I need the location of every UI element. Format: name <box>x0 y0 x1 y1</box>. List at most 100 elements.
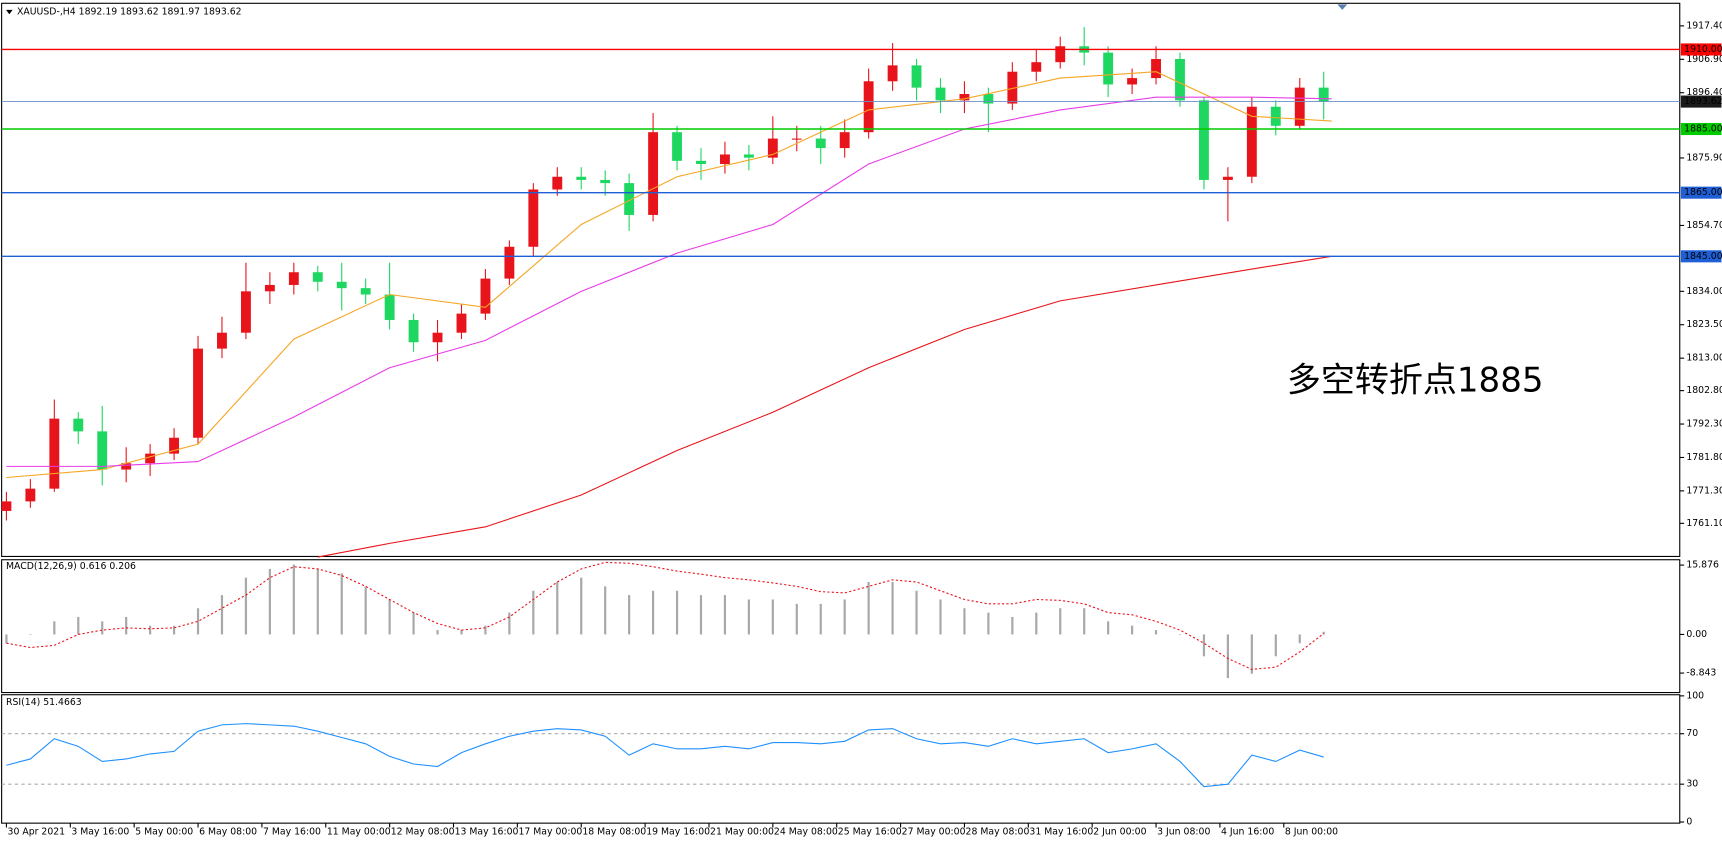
shift-marker <box>1337 4 1348 10</box>
candle-body <box>743 154 754 158</box>
candle-body <box>25 488 36 502</box>
y-tick-label: 1771.30 <box>1686 485 1722 496</box>
candle-body <box>552 176 563 190</box>
candle-body <box>528 189 539 247</box>
annotation: 多空转折点1885 <box>1287 360 1544 400</box>
macd-bar <box>29 634 32 635</box>
macd-bar <box>843 599 846 635</box>
y-tick-label: 0.00 <box>1686 629 1707 640</box>
macd-bar <box>1322 631 1325 635</box>
candle-body <box>336 281 347 289</box>
x-tick-label: 31 May 16:00 <box>1029 826 1093 837</box>
macd-bar <box>1178 634 1182 635</box>
candle-body <box>73 418 84 432</box>
macd-bar <box>699 595 703 635</box>
y-tick-label: 1896.40 <box>1686 87 1722 98</box>
macd-bar <box>172 625 176 635</box>
macd-bar <box>436 630 439 635</box>
level-label: 1910.00 <box>1684 44 1722 55</box>
panel-menu-arrow[interactable] <box>6 9 13 15</box>
macd-bar <box>651 590 655 635</box>
level-label-box <box>1680 122 1722 136</box>
candle-body <box>696 160 706 165</box>
candle-body <box>1294 87 1305 126</box>
y-tick-label: 0 <box>1686 817 1692 828</box>
level-label-box <box>1680 43 1722 56</box>
macd-bar <box>1035 612 1038 635</box>
candle-body <box>1199 100 1209 180</box>
macd-bar <box>77 616 80 635</box>
candle-body <box>839 132 850 149</box>
macd-bar <box>484 625 487 635</box>
macd-bar <box>220 595 224 635</box>
x-tick-label: 8 Jun 00:00 <box>1285 826 1338 837</box>
candle-body <box>504 246 515 279</box>
candle-body <box>1270 106 1281 126</box>
level-label: 1893.62 <box>1684 96 1722 107</box>
macd-bar <box>268 568 271 635</box>
macd-bar <box>939 599 942 635</box>
candle-body <box>432 332 443 343</box>
macd-bar <box>580 577 583 635</box>
x-tick-label: 6 May 08:00 <box>199 826 257 837</box>
x-tick-label: 5 May 00:00 <box>135 826 193 837</box>
level-label: 1885.00 <box>1684 124 1722 135</box>
candle-body <box>121 463 132 470</box>
macd-bar <box>244 577 248 635</box>
candle-body <box>217 332 227 349</box>
candle-body <box>480 278 491 314</box>
candle-body <box>360 288 371 295</box>
y-tick-label: 70 <box>1686 728 1698 739</box>
candle-body <box>935 87 946 101</box>
level-label: 1865.00 <box>1684 187 1722 198</box>
x-tick-label: 7 May 16:00 <box>263 826 321 837</box>
macd-bar <box>963 608 966 635</box>
moving-average <box>6 71 1332 479</box>
y-tick-label: 1854.70 <box>1686 220 1722 231</box>
candle-body <box>1246 106 1257 177</box>
x-tick-label: 25 May 16:00 <box>838 826 902 837</box>
candle-body <box>791 138 802 140</box>
y-tick-label: 1792.30 <box>1686 419 1722 430</box>
y-tick-label: 1823.50 <box>1686 319 1722 330</box>
x-tick-label: 4 Jun 16:00 <box>1221 826 1274 837</box>
x-tick-label: 18 May 08:00 <box>582 826 646 837</box>
x-tick-label: 13 May 16:00 <box>455 826 519 837</box>
candle-body <box>240 291 251 333</box>
x-tick-label: 2 Jun 00:00 <box>1093 826 1146 837</box>
candle-body <box>97 431 108 470</box>
y-tick-label: 1802.80 <box>1686 385 1722 396</box>
macd-bar <box>987 612 990 635</box>
macd-bar <box>364 586 367 635</box>
y-tick-label: 30 <box>1686 779 1698 790</box>
candle-body <box>959 93 970 101</box>
level-label-box <box>1680 95 1722 108</box>
macd-bar <box>53 621 56 635</box>
macd-bar <box>125 616 128 635</box>
macd-bar <box>1059 608 1062 635</box>
candle-body <box>1175 58 1185 101</box>
candle-body <box>1222 176 1233 180</box>
y-tick-label: 1761.10 <box>1686 518 1722 529</box>
candle-body <box>672 132 682 161</box>
macd-bar <box>101 621 104 635</box>
candle-body <box>1055 46 1066 63</box>
macd-bar <box>771 599 774 635</box>
candle-body <box>1007 71 1018 104</box>
macd-bar <box>388 599 391 635</box>
candle-body <box>767 138 778 158</box>
candle-body <box>1 501 12 511</box>
candle-body <box>1318 87 1329 102</box>
candle-body <box>408 319 419 343</box>
level-label: 1845.00 <box>1684 251 1722 262</box>
macd-bar <box>1107 621 1110 635</box>
y-tick-label: 1781.80 <box>1686 452 1722 463</box>
macd-bar <box>723 595 727 635</box>
macd-bar <box>867 582 870 635</box>
macd-bar <box>1250 634 1253 674</box>
macd-bar <box>675 590 679 635</box>
candle-body <box>911 65 922 88</box>
macd-bar <box>1274 634 1277 657</box>
candle-body <box>384 294 395 320</box>
